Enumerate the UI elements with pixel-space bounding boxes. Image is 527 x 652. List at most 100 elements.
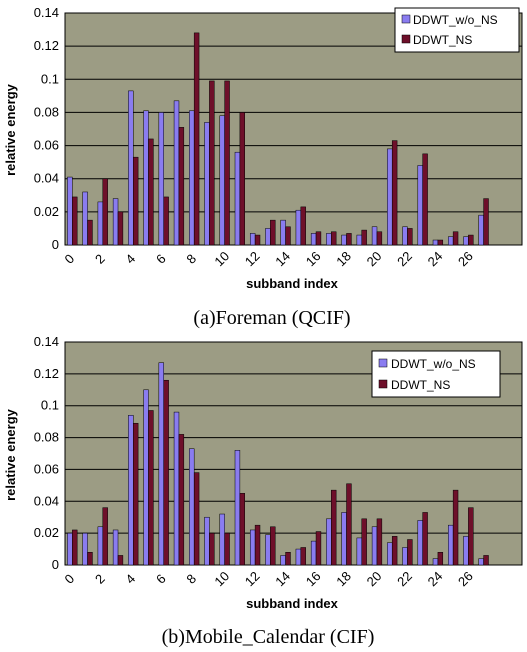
bar-ddwt-wo-ns xyxy=(448,236,454,246)
bar-ddwt-wo-ns xyxy=(143,389,149,566)
bar-ddwt-wo-ns xyxy=(402,226,408,246)
x-tick-label: 12 xyxy=(242,568,263,589)
bar-ddwt-ns xyxy=(117,555,124,566)
y-axis-label: relative energy xyxy=(3,83,18,176)
bar-ddwt-wo-ns xyxy=(326,518,332,566)
x-axis-label: subband index xyxy=(246,276,339,291)
bar-ddwt-wo-ns xyxy=(249,233,256,246)
bar-ddwt-ns xyxy=(361,229,367,246)
bar-ddwt-ns xyxy=(178,127,185,246)
x-tick-label: 2 xyxy=(92,251,108,267)
bars xyxy=(67,32,489,246)
bar-ddwt-ns xyxy=(193,32,200,246)
y-tick-label: 0.14 xyxy=(34,5,59,20)
bar-ddwt-ns xyxy=(163,379,169,566)
bar-ddwt-wo-ns xyxy=(463,236,469,246)
y-tick-label: 0.06 xyxy=(34,461,59,476)
bar-ddwt-ns xyxy=(209,532,215,566)
x-tick-label: 12 xyxy=(242,248,263,269)
bar-ddwt-ns xyxy=(72,529,78,566)
x-tick-labels: 0 2 4 6 8 10 12 14 16 18 20 22 24 26 xyxy=(62,248,476,269)
bar-ddwt-ns xyxy=(270,219,276,246)
bar-ddwt-ns xyxy=(300,547,306,566)
x-tick-label: 6 xyxy=(153,571,169,587)
y-tick-label: 0.12 xyxy=(34,366,59,381)
y-tick-label: 0.04 xyxy=(34,171,59,186)
bar-ddwt-wo-ns xyxy=(234,151,241,246)
bar-ddwt-wo-ns xyxy=(189,110,195,246)
x-tick-label: 18 xyxy=(333,248,354,269)
bar-ddwt-ns xyxy=(270,526,276,566)
bar-ddwt-ns xyxy=(315,231,322,246)
caption-b: (b)Mobile_Calendar (CIF) xyxy=(162,626,375,648)
bar-ddwt-wo-ns xyxy=(387,542,393,566)
bar-ddwt-wo-ns xyxy=(204,516,210,566)
x-tick-label: 4 xyxy=(123,251,139,267)
bar-ddwt-ns xyxy=(391,140,398,246)
legend: DDWT_w/o_NS DDWT_NS xyxy=(394,7,520,53)
bar-ddwt-wo-ns xyxy=(478,214,484,246)
bar-ddwt-ns xyxy=(132,156,139,246)
bar-ddwt-ns xyxy=(87,552,93,566)
x-tick-labels: 0 2 4 6 8 10 12 14 16 18 20 22 24 26 xyxy=(62,568,476,589)
bars xyxy=(67,362,489,566)
bar-ddwt-ns xyxy=(117,211,124,246)
bar-ddwt-wo-ns xyxy=(356,537,362,566)
x-tick-label: 14 xyxy=(272,568,293,589)
x-tick-label: 16 xyxy=(303,568,324,589)
bar-ddwt-ns xyxy=(239,112,246,246)
y-tick-label: 0.08 xyxy=(34,430,59,445)
y-tick-label: 0.04 xyxy=(34,493,59,508)
bar-ddwt-wo-ns xyxy=(463,536,469,566)
bar-ddwt-wo-ns xyxy=(128,90,134,246)
x-tick-label: 20 xyxy=(364,568,385,589)
bar-ddwt-wo-ns xyxy=(448,524,454,566)
bar-ddwt-ns xyxy=(376,518,383,566)
x-tick-label: 0 xyxy=(62,251,78,267)
caption-a: (a)Foreman (QCIF) xyxy=(193,307,350,329)
bar-ddwt-ns xyxy=(346,483,352,566)
x-tick-label: 22 xyxy=(394,568,415,589)
bar-ddwt-wo-ns xyxy=(265,534,271,566)
bar-ddwt-wo-ns xyxy=(417,520,423,566)
bar-ddwt-ns xyxy=(346,233,352,246)
chart-foreman: 00.020.040.060.080.10.120.14 0 2 4 6 8 10 12 14… xyxy=(3,5,523,329)
x-axis-label: subband index xyxy=(246,596,339,611)
y-tick-label: 0.08 xyxy=(34,104,59,119)
bar-ddwt-ns xyxy=(148,410,154,566)
bar-ddwt-wo-ns xyxy=(158,362,164,566)
y-tick-label: 0 xyxy=(52,557,59,572)
bar-ddwt-ns xyxy=(72,196,78,246)
y-tick-label: 0.1 xyxy=(41,71,59,86)
bar-ddwt-ns xyxy=(285,552,291,566)
bar-ddwt-wo-ns xyxy=(189,448,195,566)
legend-box xyxy=(394,7,520,53)
y-tick-labels: 0 0.02 0.04 0.06 0.08 0.1 0.12 0.14 xyxy=(34,334,59,572)
bar-ddwt-wo-ns xyxy=(341,234,347,246)
bar-ddwt-wo-ns xyxy=(67,532,73,566)
bar-ddwt-wo-ns xyxy=(417,165,423,246)
bar-ddwt-wo-ns xyxy=(310,233,317,246)
bar-ddwt-wo-ns xyxy=(204,122,210,246)
legend-swatch-2 xyxy=(378,379,388,389)
x-tick-label: 10 xyxy=(211,248,232,269)
bar-ddwt-ns xyxy=(87,219,93,246)
bar-ddwt-ns xyxy=(209,80,215,246)
bar-ddwt-ns xyxy=(437,552,444,566)
x-tick-label: 8 xyxy=(183,571,199,587)
bar-ddwt-ns xyxy=(254,234,261,246)
bar-ddwt-wo-ns xyxy=(97,201,104,246)
bar-ddwt-ns xyxy=(102,178,108,246)
x-tick-label: 6 xyxy=(153,251,169,267)
bar-ddwt-ns xyxy=(254,524,261,566)
bar-ddwt-ns xyxy=(148,138,154,246)
y-tick-label: 0.02 xyxy=(34,204,59,219)
bar-ddwt-ns xyxy=(422,512,428,566)
bar-ddwt-wo-ns xyxy=(67,176,73,246)
x-tick-label: 0 xyxy=(62,571,78,587)
bar-ddwt-ns xyxy=(361,518,367,566)
bar-ddwt-ns xyxy=(468,507,474,566)
bar-ddwt-ns xyxy=(391,536,398,566)
bar-ddwt-wo-ns xyxy=(143,110,149,246)
